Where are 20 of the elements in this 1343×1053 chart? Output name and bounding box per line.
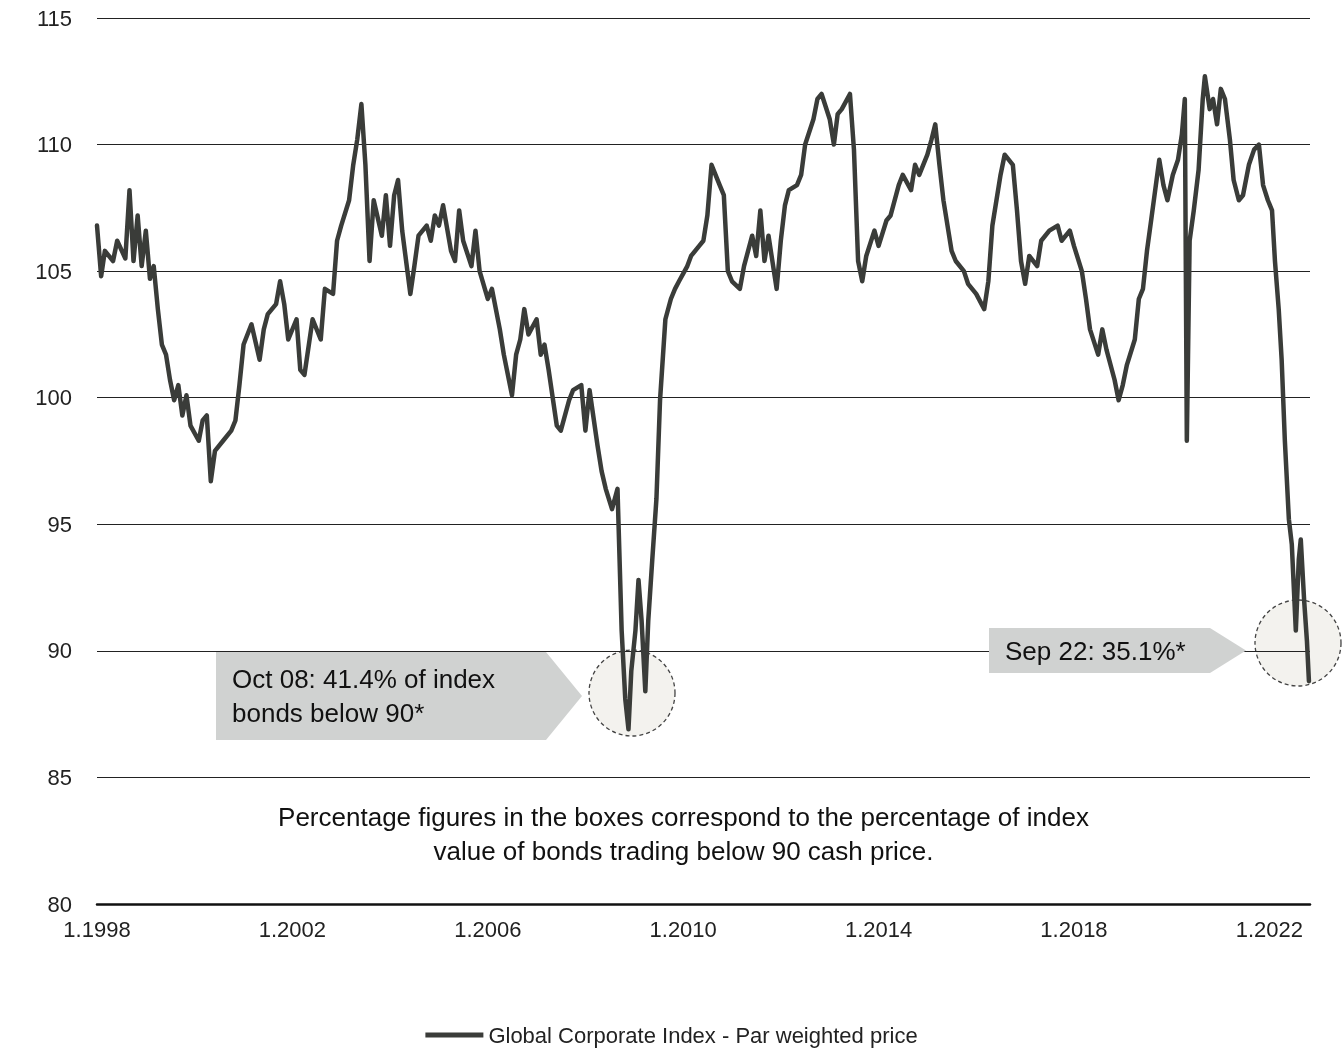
x-tick-label: 1.2002 xyxy=(258,916,327,942)
annotation: Sep 22: 35.1%* xyxy=(1005,634,1187,668)
legend-label: Global Corporate Index - Par weighted price xyxy=(488,1022,918,1048)
y-tick-label: 110 xyxy=(36,132,72,158)
y-tick-label: 115 xyxy=(36,5,72,31)
x-tick-label: 1.2014 xyxy=(844,916,913,942)
y-tick-label: 90 xyxy=(47,638,72,664)
line-series xyxy=(94,73,1312,732)
x-tick-label: 1.1998 xyxy=(63,916,131,942)
y-tick-label: 85 xyxy=(47,764,72,790)
y-tick-label: 95 xyxy=(47,511,72,537)
y-tick-label: 100 xyxy=(35,385,72,411)
x-tick-label: 1.2022 xyxy=(1235,916,1303,942)
annotation: Percentage figures in the boxes correspond to the percentage of index value of bonds trading below 90 cash price. xyxy=(277,801,1090,868)
x-tick-label: 1.2006 xyxy=(454,916,522,942)
x-tick-label: 1.2010 xyxy=(649,916,717,942)
y-tick-label: 105 xyxy=(35,258,72,284)
annotation: Oct 08: 41.4% of index bonds below 90* xyxy=(232,663,497,730)
y-tick-label: 80 xyxy=(47,891,72,917)
x-tick-label: 1.2018 xyxy=(1040,916,1108,942)
